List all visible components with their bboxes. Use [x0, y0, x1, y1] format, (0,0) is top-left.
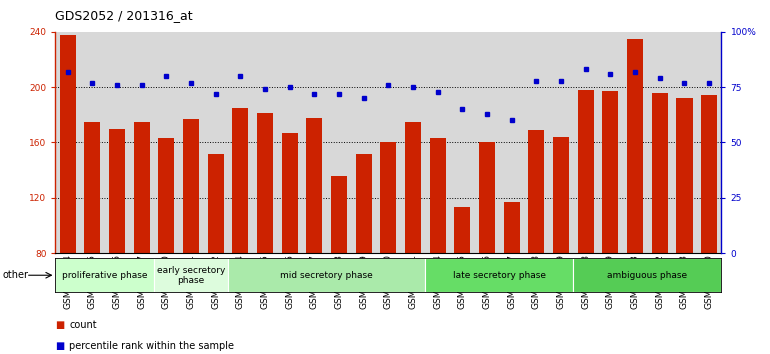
- Bar: [257, 113, 273, 253]
- Bar: [553, 137, 569, 253]
- Text: ■: ■: [55, 341, 65, 350]
- Text: other: other: [2, 270, 28, 280]
- Bar: [504, 202, 520, 253]
- Bar: [479, 143, 495, 253]
- Bar: [426, 258, 574, 292]
- Bar: [627, 39, 643, 253]
- Text: ambiguous phase: ambiguous phase: [608, 271, 688, 280]
- Bar: [183, 119, 199, 253]
- Text: percentile rank within the sample: percentile rank within the sample: [69, 341, 234, 350]
- Bar: [677, 98, 692, 253]
- Bar: [405, 122, 421, 253]
- Bar: [208, 154, 224, 253]
- Bar: [578, 90, 594, 253]
- Bar: [454, 207, 470, 253]
- Bar: [356, 154, 372, 253]
- Bar: [154, 258, 228, 292]
- Bar: [528, 130, 544, 253]
- Text: count: count: [69, 320, 97, 330]
- Bar: [651, 93, 668, 253]
- Bar: [430, 138, 446, 253]
- Text: mid secretory phase: mid secretory phase: [280, 271, 373, 280]
- Text: GDS2052 / 201316_at: GDS2052 / 201316_at: [55, 9, 193, 22]
- Text: early secretory
phase: early secretory phase: [157, 266, 226, 285]
- Bar: [602, 91, 618, 253]
- Bar: [134, 122, 150, 253]
- Bar: [331, 176, 347, 253]
- Bar: [282, 133, 298, 253]
- Bar: [55, 258, 154, 292]
- Bar: [60, 35, 75, 253]
- Bar: [306, 118, 323, 253]
- Bar: [85, 122, 100, 253]
- Text: ■: ■: [55, 320, 65, 330]
- Bar: [159, 138, 175, 253]
- Bar: [233, 108, 249, 253]
- Text: late secretory phase: late secretory phase: [453, 271, 546, 280]
- Bar: [109, 129, 126, 253]
- Bar: [701, 96, 717, 253]
- Bar: [228, 258, 426, 292]
- Bar: [574, 258, 721, 292]
- Text: proliferative phase: proliferative phase: [62, 271, 148, 280]
- Bar: [380, 143, 397, 253]
